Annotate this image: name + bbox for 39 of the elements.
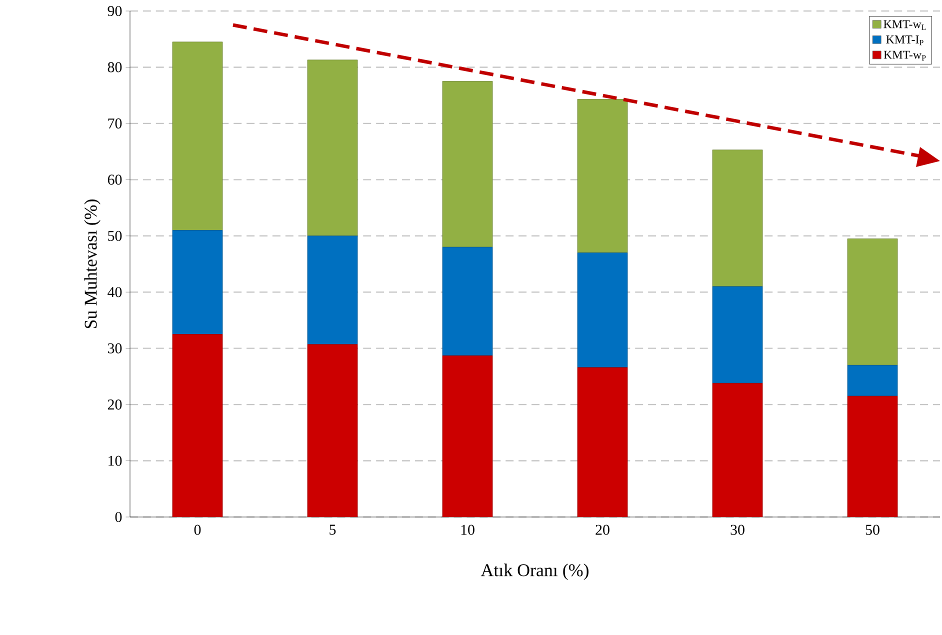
- y-axis-title: Su Muhtevası (%): [84, 200, 100, 328]
- y-tick-label: 0: [115, 512, 122, 522]
- x-tick-label: 0: [194, 524, 201, 535]
- bar: [712, 150, 763, 287]
- bar: [847, 238, 898, 366]
- y-tick-label: 80: [108, 62, 122, 72]
- bar: [442, 81, 493, 248]
- bar: [172, 230, 223, 334]
- bar: [577, 99, 628, 253]
- bar: [307, 60, 358, 236]
- legend-label: KMT-I$_{P}$: [886, 36, 924, 46]
- y-tick-label: 90: [108, 6, 122, 16]
- y-tick-label: 60: [108, 174, 122, 185]
- bar: [577, 367, 628, 517]
- y-tick-label: 30: [108, 343, 122, 354]
- bar: [847, 396, 898, 517]
- bar: [712, 382, 763, 517]
- x-tick-label: 5: [330, 524, 336, 535]
- x-tick-label: 30: [730, 524, 744, 535]
- bar: [172, 42, 223, 230]
- x-axis-title: Atık Oranı (%): [480, 564, 588, 580]
- y-tick-label: 50: [108, 230, 122, 241]
- bar: [172, 334, 223, 517]
- bar: [442, 246, 493, 356]
- bar: [712, 286, 763, 384]
- x-tick-label: 10: [461, 524, 474, 535]
- bar: [577, 252, 628, 368]
- x-tick-label: 50: [866, 524, 880, 535]
- y-tick-label: 40: [108, 287, 122, 298]
- x-tick-label: 20: [596, 524, 610, 535]
- bar: [442, 355, 493, 517]
- y-tick-label: 20: [108, 400, 122, 410]
- legend-label: KMT-w$_{P}$: [884, 50, 926, 60]
- bar: [307, 236, 358, 345]
- legend-label: KMT-w$_{L}$: [884, 20, 926, 30]
- bar: [307, 344, 358, 517]
- y-tick-label: 10: [108, 456, 122, 466]
- y-tick-label: 70: [108, 118, 122, 128]
- bar: [847, 365, 898, 396]
